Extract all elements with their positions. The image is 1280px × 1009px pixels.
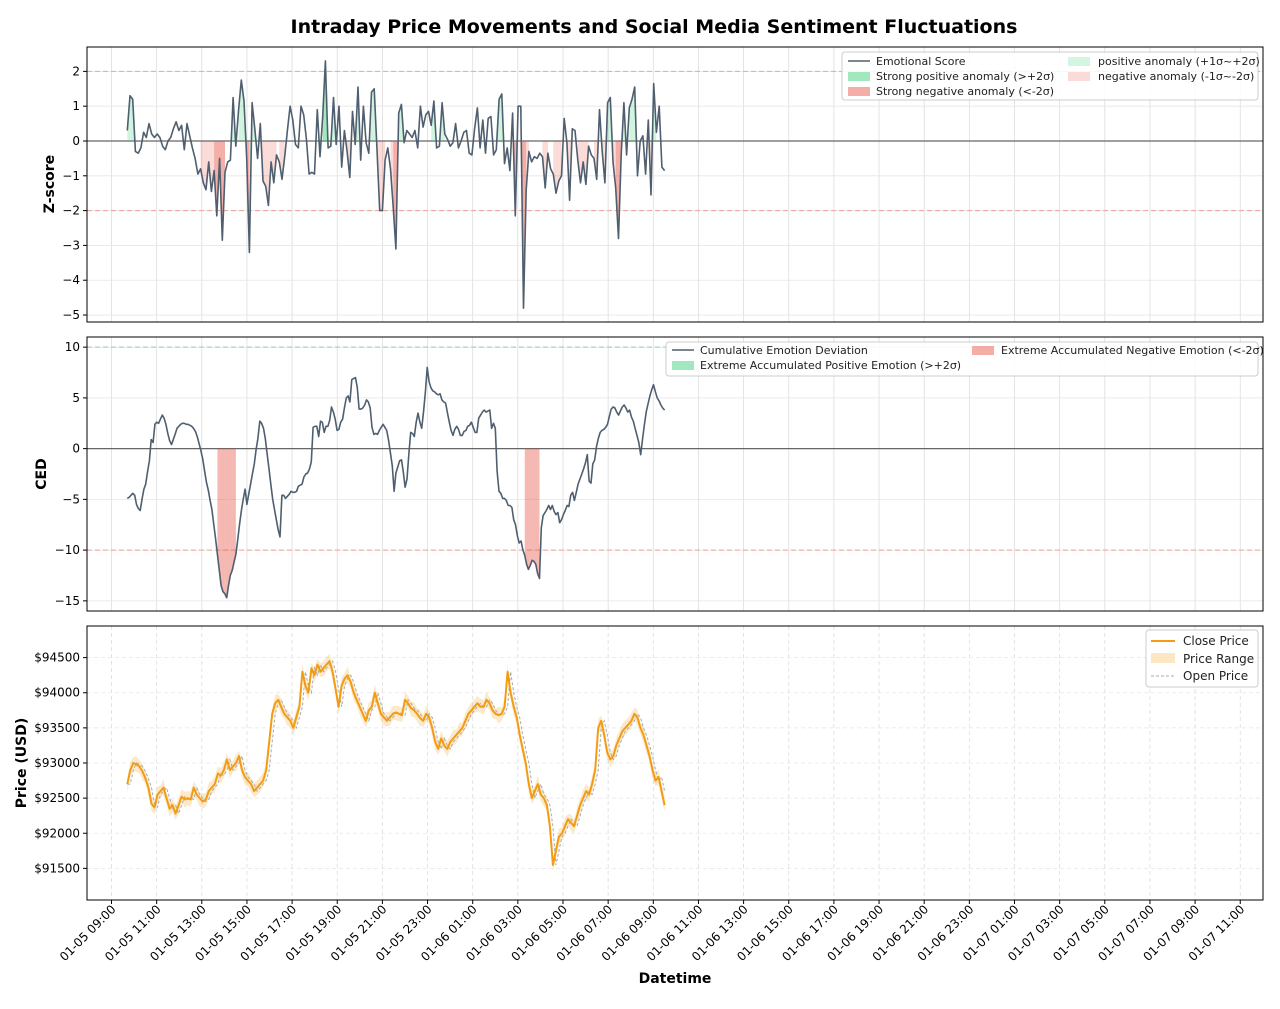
ytick-label: 10	[65, 340, 80, 354]
negative-anomaly-fill	[515, 106, 519, 216]
negative-anomaly-fill	[512, 113, 516, 216]
legend-open: Open Price	[1183, 669, 1248, 683]
ytick-label: −4	[62, 273, 80, 287]
negative-anomaly-fill	[530, 448, 533, 566]
negative-anomaly-fill	[533, 448, 536, 565]
ced-ylabel: CED	[34, 458, 50, 489]
legend-strong-positive: Strong positive anomaly (>+2σ)	[876, 70, 1054, 83]
negative-anomaly-fill	[556, 140, 559, 194]
negative-anomaly-fill	[228, 448, 231, 586]
zscore-ylabel: Z-score	[42, 155, 58, 213]
positive-anomaly-fill	[130, 95, 133, 141]
zscore-panel: Z-score 2 1 0 −1 −2 −3 −4 −5 Emotional Score St…	[42, 46, 1264, 323]
negative-anomaly-fill	[262, 140, 266, 187]
negative-anomaly-fill	[226, 448, 229, 598]
legend-close: Close Price	[1183, 634, 1249, 648]
ced-axes-frame	[86, 336, 1264, 612]
positive-anomaly-fill	[371, 88, 375, 141]
positive-anomaly-fill	[499, 93, 502, 141]
positive-anomaly-fill	[632, 87, 635, 141]
ytick-label: $93500	[34, 721, 80, 735]
ced-panel: CED 10 5 0 −5 −10 −15 Cumulative Emotion Devi…	[34, 336, 1264, 612]
legend-extreme-positive-swatch	[672, 361, 694, 370]
negative-anomaly-fill	[604, 102, 608, 183]
negative-anomaly-fill	[553, 140, 557, 194]
ytick-label: 1	[72, 99, 80, 113]
price-legend: Close Price Price Range Open Price	[1145, 629, 1259, 688]
ytick-label: −1	[62, 169, 80, 183]
chart-title: Intraday Price Movements and Social Medi…	[291, 16, 1018, 38]
positive-anomaly-fill	[607, 97, 611, 141]
legend-positive-anomaly: positive anomaly (+1σ~+2σ)	[1098, 55, 1260, 68]
legend-positive-anomaly-swatch	[1068, 57, 1090, 66]
zscore-legend: Emotional Score Strong positive anomaly …	[841, 51, 1260, 101]
ytick-label: −2	[62, 204, 80, 218]
ytick-label: $94000	[34, 686, 80, 700]
ytick-label: −5	[62, 308, 80, 322]
price-ylabel: Price (USD)	[14, 718, 30, 809]
negative-anomaly-fill	[211, 140, 215, 192]
legend-strong-positive-swatch	[848, 72, 870, 81]
ytick-label: $91500	[34, 861, 80, 875]
negative-anomaly-fill	[532, 448, 534, 562]
negative-anomaly-fill	[535, 448, 538, 574]
emotional-score-line	[126, 60, 666, 309]
negative-anomaly-fill	[526, 448, 529, 570]
ytick-label: −5	[62, 492, 80, 506]
negative-anomaly-fill	[379, 140, 383, 211]
legend-negative-anomaly-swatch	[1068, 72, 1090, 81]
negative-anomaly-fill	[558, 140, 562, 182]
negative-anomaly-fill	[203, 140, 206, 190]
negative-anomaly-fill	[221, 448, 223, 592]
ytick-label: $92000	[34, 826, 80, 840]
negative-anomaly-fill	[222, 448, 225, 594]
ytick-label: 5	[72, 391, 80, 405]
ytick-label: −10	[55, 543, 80, 557]
negative-anomaly-fill	[537, 448, 540, 579]
legend-extreme-negative: Extreme Accumulated Negative Emotion (<-…	[1001, 344, 1264, 357]
legend-emotional-score: Emotional Score	[876, 55, 966, 68]
legend-range-swatch	[1151, 653, 1175, 663]
legend-range: Price Range	[1183, 652, 1254, 666]
close-price-line	[126, 660, 666, 866]
x-axis-label: Datetime	[639, 971, 712, 987]
ytick-label: $94500	[34, 651, 80, 665]
zscore-axes-frame	[86, 46, 1264, 323]
negative-anomaly-fill	[219, 448, 222, 586]
negative-anomaly-fill	[230, 448, 233, 576]
ytick-label: −15	[55, 594, 80, 608]
ced-legend: Cumulative Emotion Deviation Extreme Acc…	[665, 341, 1264, 377]
negative-anomaly-fill	[393, 140, 396, 249]
legend-extreme-negative-swatch	[972, 346, 994, 355]
ytick-label: 0	[72, 442, 80, 456]
positive-anomaly-fill	[651, 83, 654, 195]
ytick-label: −3	[62, 238, 80, 252]
price-panel: Price (USD) $94500 $94000 $93500 $93000 $925…	[14, 625, 1264, 901]
positive-anomaly-fill	[241, 80, 244, 141]
ytick-label: $93000	[34, 756, 80, 770]
negative-anomaly-fill	[524, 448, 527, 565]
ytick-label: 0	[72, 134, 80, 148]
legend-negative-anomaly: negative anomaly (-1σ~-2σ)	[1098, 70, 1254, 83]
price-range-band	[127, 653, 665, 872]
ytick-label: $92500	[34, 791, 80, 805]
legend-strong-negative-swatch	[848, 87, 870, 96]
negative-anomaly-fill	[217, 448, 220, 571]
legend-ced: Cumulative Emotion Deviation	[700, 344, 868, 357]
legend-extreme-positive: Extreme Accumulated Positive Emotion (>+…	[700, 359, 961, 372]
negative-anomaly-fill	[232, 448, 235, 571]
price-axes-frame	[86, 625, 1264, 901]
ced-line	[126, 366, 666, 599]
negative-anomaly-fill	[234, 448, 236, 563]
legend-strong-negative: Strong negative anomaly (<-2σ)	[876, 85, 1054, 98]
negative-anomaly-fill	[224, 448, 227, 598]
negative-anomaly-fill	[528, 448, 531, 570]
ytick-label: 2	[72, 64, 80, 78]
